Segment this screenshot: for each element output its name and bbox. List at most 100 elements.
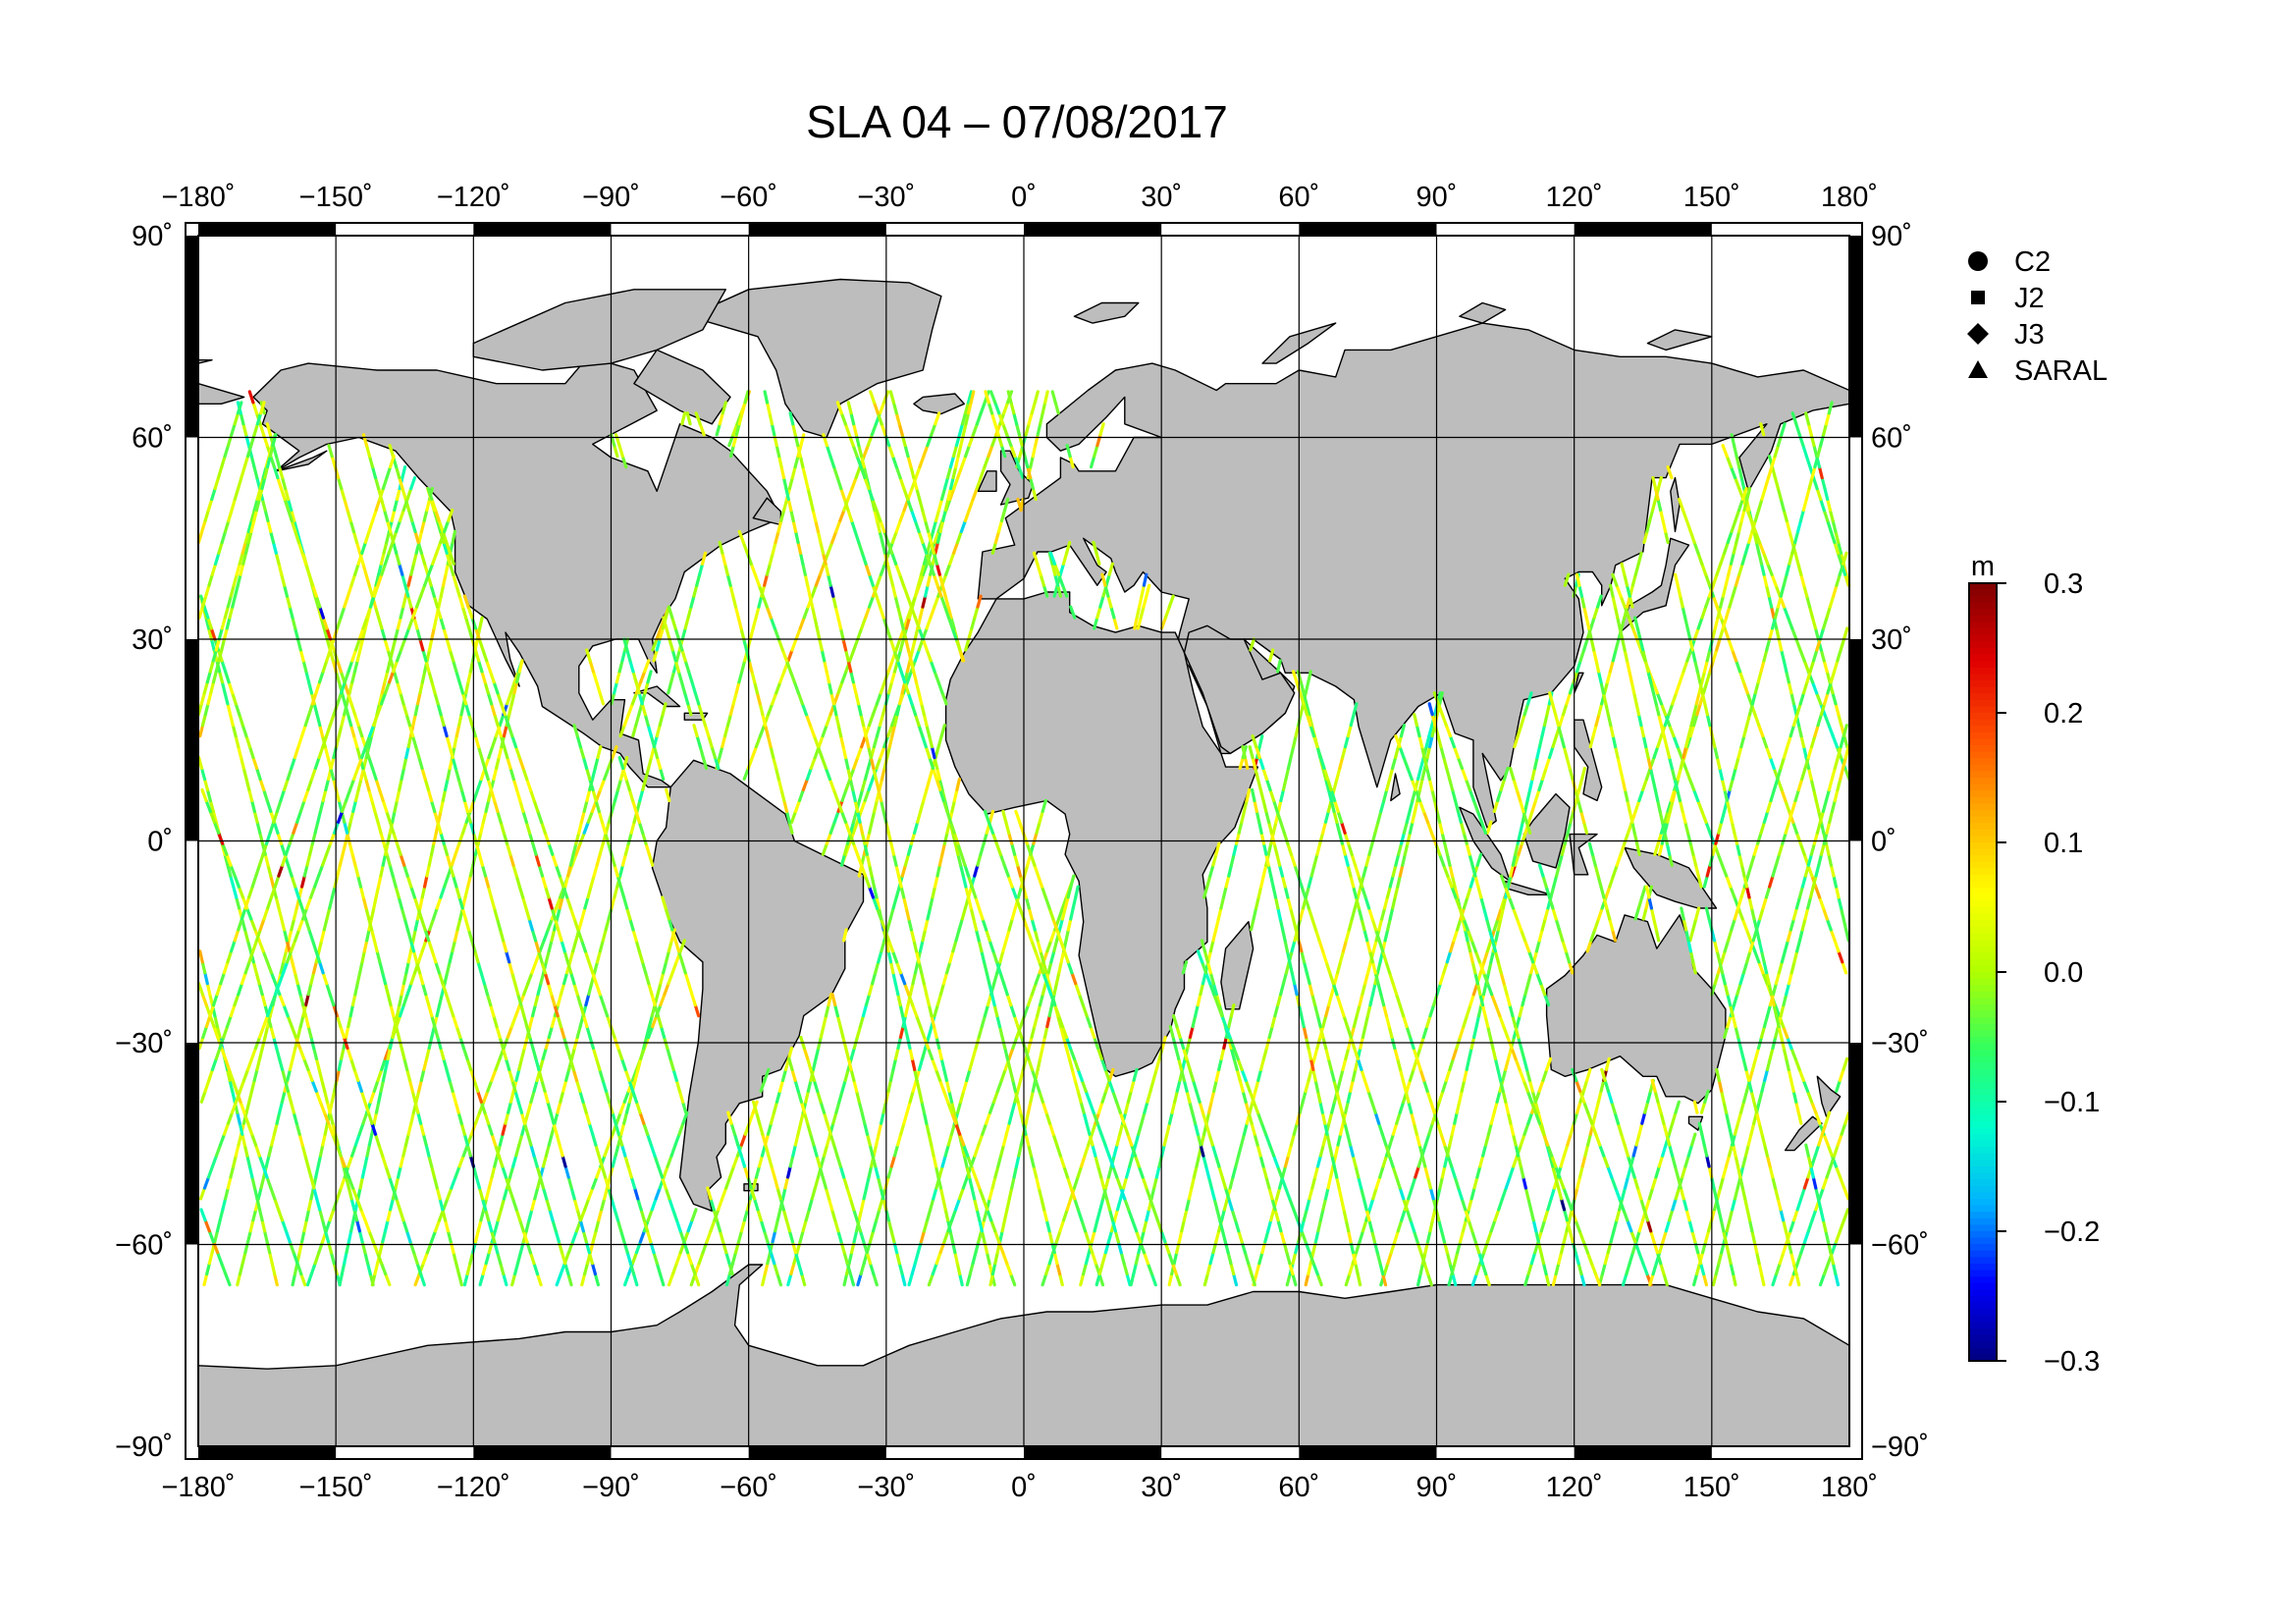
track-segment	[644, 766, 651, 782]
track-segment	[421, 1251, 429, 1266]
track-segment	[391, 1024, 397, 1040]
track-segment	[258, 777, 266, 792]
track-segment	[1819, 820, 1826, 835]
track-segment	[398, 1208, 405, 1222]
track-segment	[211, 809, 218, 824]
track-segment	[577, 820, 584, 835]
track-segment	[347, 680, 354, 695]
track-segment	[395, 1197, 401, 1212]
track-segment	[1804, 411, 1811, 426]
track-segment	[1829, 529, 1837, 545]
track-segment	[493, 1218, 500, 1233]
track-segment	[430, 626, 436, 641]
track-segment	[377, 562, 383, 576]
track-segment	[1828, 508, 1835, 523]
track-segment	[431, 906, 439, 921]
track-segment	[1764, 583, 1771, 598]
track-segment	[480, 1197, 488, 1212]
track-segment	[490, 1067, 498, 1083]
track-segment	[381, 1229, 388, 1244]
track-segment	[1611, 572, 1619, 587]
track-segment	[399, 1002, 405, 1018]
track-segment	[312, 960, 318, 975]
track-segment	[1770, 572, 1778, 587]
track-segment	[430, 841, 436, 856]
track-segment	[363, 1154, 369, 1168]
track-segment	[683, 616, 690, 630]
track-segment	[265, 960, 274, 975]
track-segment	[246, 1121, 254, 1136]
track-segment	[595, 949, 603, 964]
track-segment	[380, 680, 387, 695]
track-segment	[397, 895, 403, 910]
track-segment	[313, 1251, 321, 1266]
track-segment	[304, 993, 310, 1007]
track-segment	[427, 1154, 434, 1168]
track-segment	[199, 1208, 207, 1222]
track-segment	[254, 971, 261, 986]
track-segment	[715, 422, 721, 437]
track-segment	[476, 1218, 483, 1233]
track-segment	[213, 1013, 219, 1029]
track-segment	[1725, 455, 1734, 469]
track-segment	[484, 798, 491, 814]
track-segment	[244, 777, 251, 792]
track-segment	[322, 1110, 331, 1125]
track-segment	[265, 798, 273, 814]
track-segment	[386, 993, 393, 1007]
track-segment	[395, 487, 401, 502]
track-segment	[1842, 917, 1848, 932]
track-segment	[446, 1229, 453, 1244]
track-segment	[278, 993, 286, 1007]
track-segment	[234, 702, 241, 717]
track-segment	[417, 1078, 423, 1093]
track-segment	[290, 874, 297, 889]
track-segment	[1696, 551, 1704, 566]
track-segment	[1720, 863, 1729, 878]
track-segment	[357, 1121, 365, 1136]
track-segment	[546, 917, 555, 932]
track-segment	[487, 744, 495, 760]
track-segment	[414, 960, 422, 975]
track-segment	[327, 1121, 335, 1136]
track-segment	[282, 949, 289, 964]
track-segment	[226, 1175, 233, 1190]
track-segment	[242, 1110, 250, 1125]
track-segment	[486, 1078, 494, 1093]
track-segment	[575, 1024, 582, 1040]
track-segment	[617, 659, 624, 674]
track-segment	[1786, 616, 1794, 630]
track-segment	[374, 572, 381, 587]
track-segment	[547, 939, 554, 953]
track-segment	[1798, 648, 1806, 663]
ground-track	[259, 401, 508, 1287]
track-segment	[370, 1271, 377, 1287]
track-segment	[596, 744, 603, 760]
track-segment	[307, 928, 315, 943]
track-segment	[1737, 670, 1745, 684]
track-segment	[252, 1186, 259, 1201]
track-segment	[405, 982, 413, 997]
track-segment	[1790, 820, 1799, 835]
track-segment	[231, 1078, 239, 1093]
track-segment	[358, 1175, 364, 1190]
track-segment	[574, 841, 582, 856]
track-segment	[481, 809, 488, 824]
track-segment	[305, 1271, 313, 1287]
track-segment	[1797, 433, 1805, 448]
track-segment	[1790, 626, 1798, 641]
track-segment	[443, 874, 451, 889]
track-segment	[207, 626, 213, 641]
track-segment	[411, 949, 419, 964]
track-segment	[239, 1100, 246, 1114]
track-segment	[251, 1208, 258, 1222]
track-segment	[294, 885, 300, 899]
track-segment	[533, 1186, 540, 1201]
track-segment	[490, 1132, 498, 1147]
track-segment	[328, 1208, 336, 1222]
track-segment	[346, 820, 352, 835]
track-segment	[504, 1110, 510, 1125]
track-segment	[1745, 691, 1753, 706]
track-segment	[473, 1110, 482, 1125]
track-segment	[244, 733, 252, 749]
